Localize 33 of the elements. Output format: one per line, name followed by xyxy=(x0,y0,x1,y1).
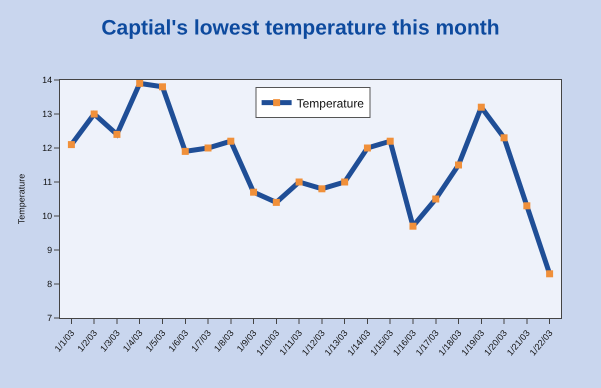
y-tick-label: 9 xyxy=(47,245,52,256)
point xyxy=(523,202,530,210)
point xyxy=(318,185,326,192)
point xyxy=(272,198,280,206)
legend-label: Temperature xyxy=(296,96,364,110)
y-tick-label: 11 xyxy=(42,177,52,188)
y-tick-label: 10 xyxy=(42,211,52,222)
point xyxy=(432,196,440,202)
point xyxy=(250,188,258,196)
point xyxy=(90,110,98,118)
y-tick-label: 12 xyxy=(42,143,52,154)
point xyxy=(546,270,554,278)
point xyxy=(113,130,120,138)
point xyxy=(386,138,394,145)
point xyxy=(455,162,462,168)
point xyxy=(182,148,189,155)
chart-title: Captial's lowest temperature this month xyxy=(101,16,500,40)
point xyxy=(227,138,234,145)
y-tick-label: 8 xyxy=(47,279,52,290)
y-tick-label: 7 xyxy=(47,313,52,324)
point xyxy=(204,144,212,152)
y-tick-label: 14 xyxy=(42,75,52,86)
point xyxy=(500,134,508,142)
point xyxy=(364,144,371,152)
y-axis-title: Temperature xyxy=(16,174,27,224)
point xyxy=(409,222,416,230)
point xyxy=(158,83,166,90)
point xyxy=(296,178,303,186)
point xyxy=(478,104,485,111)
point xyxy=(68,141,75,148)
point xyxy=(136,80,144,87)
y-tick-label: 13 xyxy=(42,109,52,120)
point xyxy=(341,178,348,186)
